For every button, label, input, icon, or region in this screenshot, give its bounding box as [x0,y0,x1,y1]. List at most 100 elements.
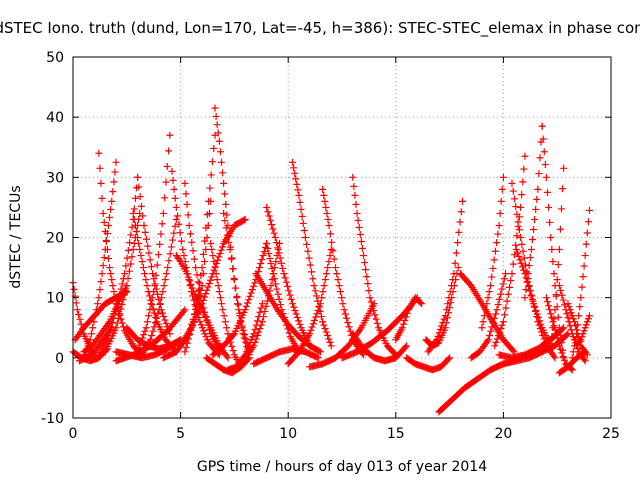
data-point [368,302,376,310]
data-point [527,291,535,299]
data-series [467,270,510,362]
data-point [258,300,266,308]
data-point [242,302,250,310]
data-point [532,307,540,315]
data-point [522,286,530,294]
data-point [496,209,504,217]
data-point [216,294,224,302]
data-point [483,338,491,346]
data-point [247,289,255,297]
data-point [580,262,588,270]
data-point [201,330,209,338]
data-point [153,314,161,322]
data-point [252,335,260,343]
data-point [577,336,585,344]
data-point [291,169,299,177]
data-point [82,348,90,356]
data-point [322,270,330,278]
data-point [557,286,565,294]
data-point [528,236,536,244]
data-point [186,230,194,238]
data-point [116,310,124,318]
data-point [116,290,124,298]
data-point [122,286,130,294]
data-point [520,254,528,262]
data-point [95,149,103,157]
y-tick-label: 30 [46,170,64,186]
data-point [314,306,322,314]
data-point [498,185,506,193]
data-point [579,273,587,281]
data-point [143,318,151,326]
data-point [112,300,120,308]
data-point [521,152,529,160]
data-point [319,318,327,326]
data-series [573,312,593,350]
data-point [223,324,231,332]
data-point [585,312,593,320]
data-point [70,285,78,293]
data-point [146,336,154,344]
data-point [360,351,368,359]
data-point [215,288,223,296]
data-point [168,167,176,175]
data-point [584,315,592,323]
data-point [169,176,177,184]
data-point [190,318,198,326]
data-point [100,218,108,226]
data-point [272,280,280,288]
data-point [136,246,144,254]
data-point [213,121,221,129]
data-series [555,348,589,377]
data-point [293,180,301,188]
data-point [578,283,586,291]
data-point [367,298,375,306]
data-point [416,298,424,306]
data-point [227,255,235,263]
data-point [573,330,581,338]
data-series [478,173,507,332]
data-point [492,338,500,346]
data-point [544,298,552,306]
data-point [271,234,279,241]
data-point [181,306,189,314]
data-point [108,197,116,205]
data-point [258,318,266,326]
data-point [144,242,152,250]
data-point [223,211,231,219]
data-point [513,210,521,218]
data-point [324,331,332,339]
data-point [584,218,592,226]
data-point [201,258,209,266]
data-point [334,276,342,284]
data-point [222,224,230,232]
data-point [205,280,213,288]
data-point [522,274,530,282]
data-point [107,270,115,278]
data-point [308,323,316,331]
data-point [459,197,467,205]
data-point [228,342,236,350]
data-point [89,324,97,332]
data-point [187,326,195,334]
data-point [456,218,464,226]
data-point [583,318,591,326]
data-point [150,323,158,331]
data-point [155,306,163,314]
data-point [330,255,338,263]
x-axis-label: GPS time / hours of day 013 of year 2014 [197,459,487,475]
data-point [96,286,104,294]
data-point [364,280,372,288]
data-point [145,312,153,320]
data-point [309,320,317,328]
data-point [98,270,106,278]
data-point [281,274,289,282]
data-point [300,226,308,234]
data-point [160,282,168,290]
data-series [209,240,271,359]
data-point [98,194,106,202]
data-point [272,258,280,266]
data-point [273,239,281,247]
data-point [575,312,583,320]
data-point [240,334,248,342]
